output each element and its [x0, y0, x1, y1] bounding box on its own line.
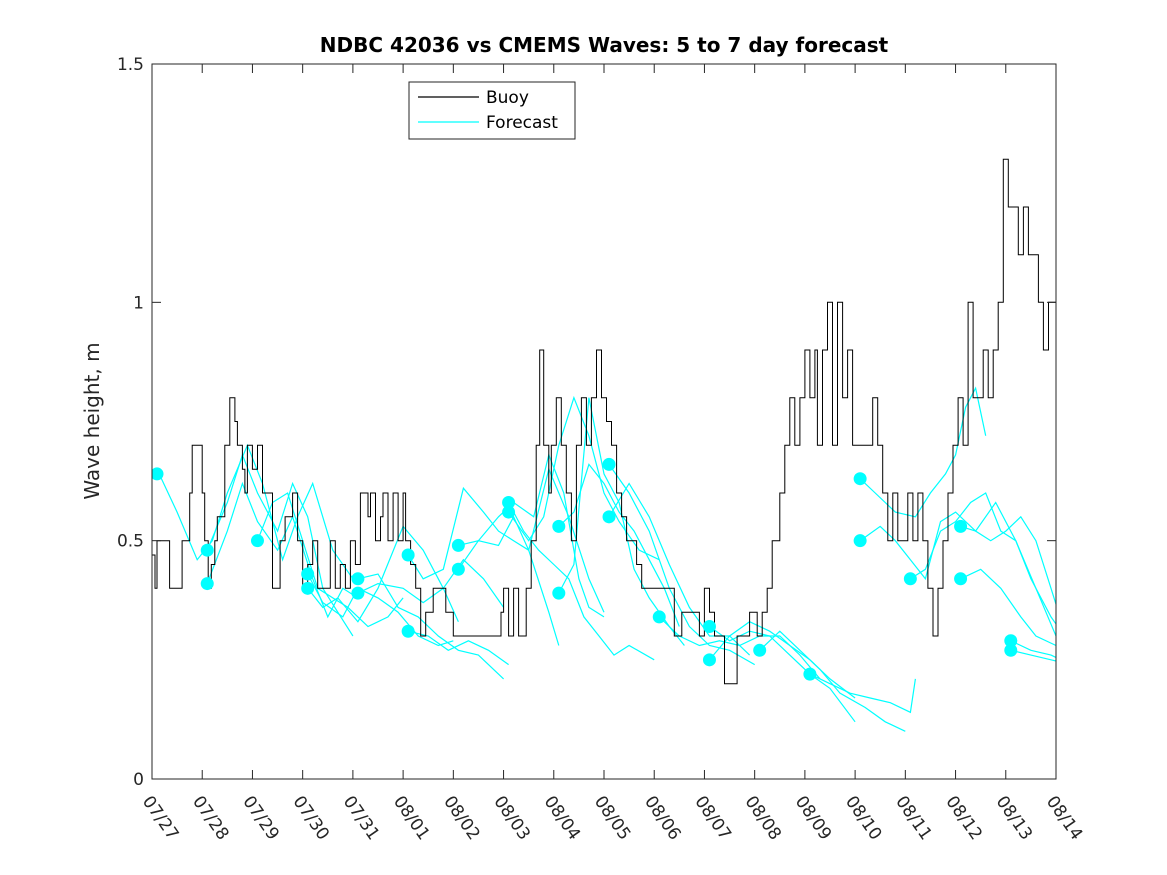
forecast-start-marker-17 — [602, 457, 616, 471]
forecast-start-marker-3 — [200, 577, 214, 591]
legend-box — [408, 81, 576, 140]
legend-label-1: Buoy — [486, 88, 529, 108]
forecast-start-marker-30 — [1004, 643, 1018, 657]
forecast-start-marker-25 — [853, 534, 867, 548]
forecast-start-marker-1 — [152, 467, 164, 481]
legend-label-2: Forecast — [486, 113, 558, 133]
y-tick-label: 1 — [133, 293, 144, 313]
forecast-start-marker-14 — [502, 505, 516, 519]
forecast-start-marker-23 — [803, 667, 817, 681]
forecast-line-29 — [1010, 640, 1056, 659]
forecast-line-10 — [407, 630, 509, 666]
legend: Buoy Forecast — [408, 81, 576, 140]
chart-title: NDBC 42036 vs CMEMS Waves: 5 to 7 day fo… — [320, 33, 889, 57]
forecast-start-marker-7 — [351, 572, 365, 586]
forecast-start-marker-27 — [954, 519, 968, 533]
forecast-start-marker-21 — [702, 653, 716, 667]
forecast-start-marker-29 — [1004, 634, 1018, 648]
forecast-line-19 — [658, 616, 821, 680]
forecast-start-marker-10 — [401, 624, 415, 638]
forecast-start-marker-26 — [903, 572, 917, 586]
forecast-line-26 — [910, 492, 1056, 626]
forecast-start-marker-6 — [301, 581, 315, 595]
forecast-start-marker-11 — [451, 538, 465, 552]
forecast-start-marker-24 — [853, 472, 867, 486]
forecast-line-2 — [206, 453, 354, 637]
buoy-series-line — [152, 158, 1056, 685]
forecast-line-30 — [1010, 649, 1056, 662]
forecast-line-21 — [709, 621, 856, 699]
forecast-line-28 — [960, 568, 1056, 647]
forecast-start-marker-8 — [351, 586, 365, 600]
forecast-start-marker-2 — [200, 543, 214, 557]
forecast-line-4 — [256, 492, 404, 628]
forecast-start-marker-13 — [502, 496, 516, 510]
y-tick-label: 0.5 — [117, 532, 144, 552]
forecast-line-5 — [307, 573, 454, 647]
forecast-start-marker-4 — [250, 534, 264, 548]
forecast-start-marker-22 — [753, 643, 767, 657]
forecast-line-7 — [357, 573, 505, 680]
forecast-line-12 — [457, 467, 605, 613]
forecast-line-6 — [307, 525, 459, 623]
forecast-line-17 — [608, 464, 755, 666]
forecast-start-marker-5 — [301, 567, 315, 581]
y-tick-label: 0 — [133, 770, 144, 790]
forecast-start-marker-15 — [552, 519, 566, 533]
forecast-start-marker-20 — [702, 619, 716, 633]
forecast-start-marker-16 — [552, 586, 566, 600]
forecast-line-9 — [407, 486, 560, 646]
forecast-line-24 — [859, 386, 987, 518]
forecast-start-marker-18 — [602, 510, 616, 524]
forecast-start-marker-9 — [401, 548, 415, 562]
forecast-line-15 — [558, 463, 680, 627]
forecast-start-marker-19 — [652, 610, 666, 624]
forecast-line-27 — [960, 515, 1056, 607]
y-tick-label: 1.5 — [117, 55, 144, 75]
forecast-start-marker-28 — [954, 572, 968, 586]
forecast-line-18 — [608, 482, 751, 656]
forecast-line-1 — [156, 443, 354, 580]
forecast-line-11 — [458, 452, 605, 618]
forecast-start-marker-12 — [451, 562, 465, 576]
y-axis-label: Wave height, m — [80, 342, 104, 499]
forecast-line-22 — [759, 630, 906, 732]
plot-area — [152, 158, 1056, 732]
forecast-line-23 — [809, 673, 916, 714]
forecast-line-20 — [709, 626, 856, 723]
